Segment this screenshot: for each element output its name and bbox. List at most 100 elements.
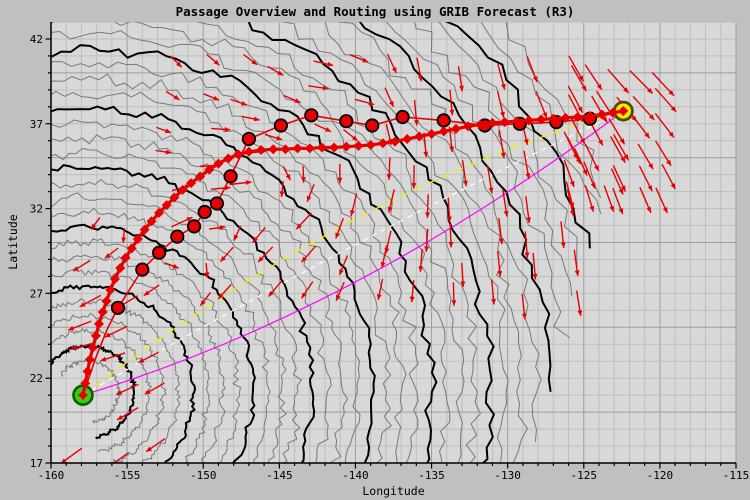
route-waypoint-diamond xyxy=(572,111,583,122)
wind-arrow-head xyxy=(233,234,239,241)
wind-arrow-head xyxy=(459,85,464,92)
route-waypoint-diamond xyxy=(426,128,437,139)
wind-arrow-head xyxy=(224,126,231,132)
wind-arrow-head xyxy=(500,83,506,90)
daily-position-circle xyxy=(241,131,256,147)
route-waypoint-diamond xyxy=(233,149,244,160)
route-waypoint-diamond xyxy=(511,116,522,127)
wind-arrow-head xyxy=(648,163,654,170)
route-waypoint-diamond xyxy=(243,146,254,157)
isochrone-line xyxy=(51,119,361,463)
x-tick-label: -145 xyxy=(266,469,293,482)
route-waypoint-diamond xyxy=(329,142,340,153)
wind-arrow-head xyxy=(449,146,455,153)
wind-arrow-head xyxy=(337,177,343,184)
wind-arrow-head xyxy=(423,151,429,158)
alternate-line xyxy=(82,110,624,396)
route-waypoint-diamond xyxy=(132,234,143,245)
wind-arrow-head xyxy=(594,165,599,172)
wind-arrow-head xyxy=(578,75,584,82)
isochrone-line xyxy=(385,22,571,339)
isochrone-line xyxy=(51,178,302,463)
wind-arrow-head xyxy=(448,241,454,248)
daily-position-circle xyxy=(197,204,212,220)
wind-arrow-head xyxy=(648,114,655,120)
wind-arrow-head xyxy=(116,390,123,395)
wind-arrow-head xyxy=(418,266,424,272)
wind-arrow-head xyxy=(598,139,603,146)
wind-arrow-head xyxy=(670,183,676,190)
route-waypoint-diamond xyxy=(268,144,279,155)
route-waypoint-diamond xyxy=(195,171,206,182)
isochrone-line xyxy=(51,343,137,440)
route-waypoint-diamond xyxy=(499,117,510,128)
x-tick-label: -155 xyxy=(114,469,141,482)
y-tick-label: 32 xyxy=(30,203,43,216)
isochrone-line xyxy=(414,22,573,297)
isochrone-line xyxy=(51,327,153,453)
wind-arrow-head xyxy=(301,177,306,183)
wind-arrow-head xyxy=(497,270,503,277)
wind-arrow-head xyxy=(327,61,334,67)
wind-arrow-head xyxy=(72,266,79,272)
route-waypoint-diamond xyxy=(548,113,559,124)
wind-arrow-head xyxy=(524,252,530,259)
x-tick-label: -150 xyxy=(190,469,217,482)
daily-position-circle xyxy=(273,118,288,133)
wind-arrow-head xyxy=(146,446,153,452)
wind-arrow-head xyxy=(647,87,653,94)
daily-position-circle xyxy=(304,108,319,123)
wind-arrow-head xyxy=(173,94,180,100)
wind-arrow-head xyxy=(417,75,423,82)
wind-arrow-head xyxy=(521,313,527,320)
wind-arrow-head xyxy=(138,358,145,363)
isochrone-line xyxy=(51,147,332,463)
wind-arrow-head xyxy=(351,135,358,141)
wind-arrow-head xyxy=(560,242,566,249)
wind-arrow-head xyxy=(258,256,264,263)
x-tick-label: -120 xyxy=(647,469,674,482)
wind-arrow-head xyxy=(387,206,393,213)
wind-arrow-head xyxy=(523,138,529,145)
isochrone-line xyxy=(51,254,226,463)
isochrone-line xyxy=(51,312,167,463)
x-tick-label: -135 xyxy=(418,469,445,482)
wind-arrow-head xyxy=(619,138,625,145)
routes-layer xyxy=(77,106,629,401)
route-waypoint-diamond xyxy=(402,134,413,145)
wind-arrow-head xyxy=(488,187,494,194)
wind-arrow-head xyxy=(618,208,624,215)
wind-arrow-head xyxy=(666,159,672,166)
wind-arrow-head xyxy=(104,332,111,338)
wind-arrow-head xyxy=(577,106,583,113)
wind-arrow-head xyxy=(100,356,107,362)
wind-arrow-head xyxy=(61,458,67,463)
route-waypoint-diamond xyxy=(487,117,498,128)
route-waypoint-diamond xyxy=(177,184,188,195)
wind-arrow-head xyxy=(609,205,615,212)
wind-arrow-head xyxy=(620,156,626,163)
isochrones-layer xyxy=(51,22,602,463)
wind-arrow-head xyxy=(176,61,182,68)
wind-arrow-head xyxy=(165,149,172,155)
wind-arrow-head xyxy=(172,263,179,269)
wind-arrow-head xyxy=(589,205,595,212)
wind-arrow-head xyxy=(575,158,581,165)
isochrone-line xyxy=(51,105,376,463)
wind-arrow-head xyxy=(668,90,674,96)
wind-arrow-head xyxy=(425,212,431,218)
route-waypoint-diamond xyxy=(82,366,93,377)
wind-arrow-head xyxy=(525,173,531,180)
wind-arrow-head xyxy=(384,247,390,254)
isochrone-line xyxy=(505,22,602,199)
route-waypoint-diamond xyxy=(120,252,131,263)
route-waypoint-diamond xyxy=(80,378,91,389)
route-waypoint-diamond xyxy=(450,123,461,134)
y-tick-label: 17 xyxy=(30,457,43,470)
wind-arrow-head xyxy=(411,183,417,189)
wind-arrow-head xyxy=(389,100,394,107)
wind-arrow-head xyxy=(446,216,452,223)
isochrone-line xyxy=(51,134,349,463)
wind-arrow-head xyxy=(644,132,650,139)
